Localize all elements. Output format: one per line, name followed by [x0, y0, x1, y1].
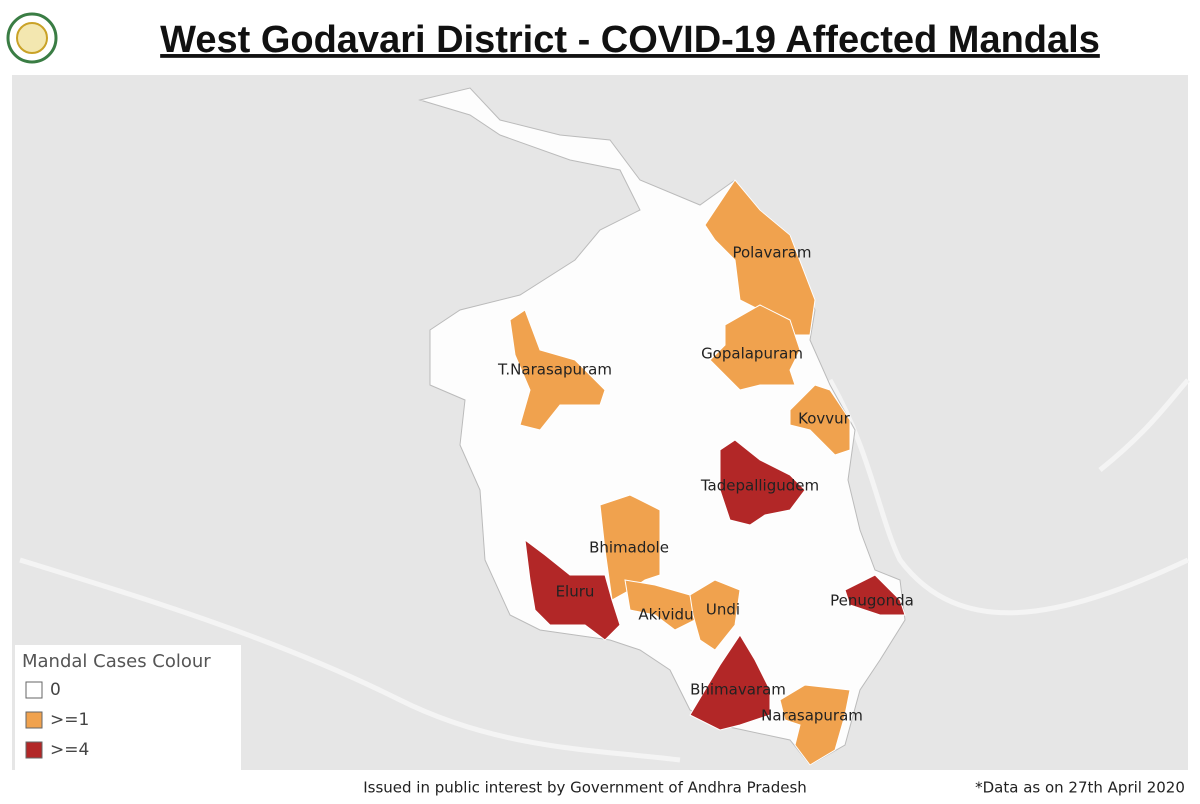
mandal-label: T.Narasapuram	[497, 361, 612, 379]
legend-swatch	[25, 741, 43, 759]
mandal	[779, 684, 851, 766]
title: West Godavari District - COVID-19 Affect…	[160, 19, 1100, 61]
mandal-label: Narasapuram	[761, 707, 863, 725]
mandal	[704, 179, 816, 336]
mandal	[689, 579, 741, 651]
mandal-label: Eluru	[556, 583, 595, 601]
legend-swatch	[25, 711, 43, 729]
mandal	[624, 579, 696, 631]
mandal	[524, 538, 621, 641]
mandal-label: Bhimadole	[589, 539, 669, 557]
mandal-label: Kovvur	[798, 410, 851, 428]
footer-date: *Data as on 27th April 2020	[975, 779, 1185, 797]
mandal	[599, 494, 661, 601]
mandal-label: Polavaram	[732, 244, 811, 262]
legend-swatch	[25, 681, 43, 699]
mandal	[709, 304, 801, 391]
mandal	[844, 574, 906, 616]
mandal	[719, 439, 806, 526]
legend-label: >=4	[50, 740, 89, 760]
legend-box	[15, 645, 241, 770]
map: Polavaram Gopalapuram T.Narasapuram Kovvur T…	[418, 87, 914, 766]
legend-label: >=1	[50, 710, 89, 730]
legend-title: Mandal Cases Colour	[22, 651, 211, 672]
mandal-label: Akividu	[638, 606, 693, 624]
footer-note: Issued in public interest by Government …	[363, 779, 807, 797]
logo	[6, 12, 58, 64]
mandal	[689, 634, 771, 731]
rivers	[19, 378, 1190, 763]
legend: Mandal Cases Colour 0 >=1 >=4	[15, 645, 241, 770]
mandal-label: Undi	[706, 601, 740, 619]
mandal-label: Bhimavaram	[690, 681, 786, 699]
mandal	[789, 384, 851, 456]
mandal	[509, 309, 606, 431]
mandal-label: Penugonda	[830, 592, 914, 610]
mandal-label: Gopalapuram	[701, 345, 803, 363]
mandal-label: Tadepalligudem	[700, 477, 819, 495]
legend-label: 0	[50, 680, 61, 700]
